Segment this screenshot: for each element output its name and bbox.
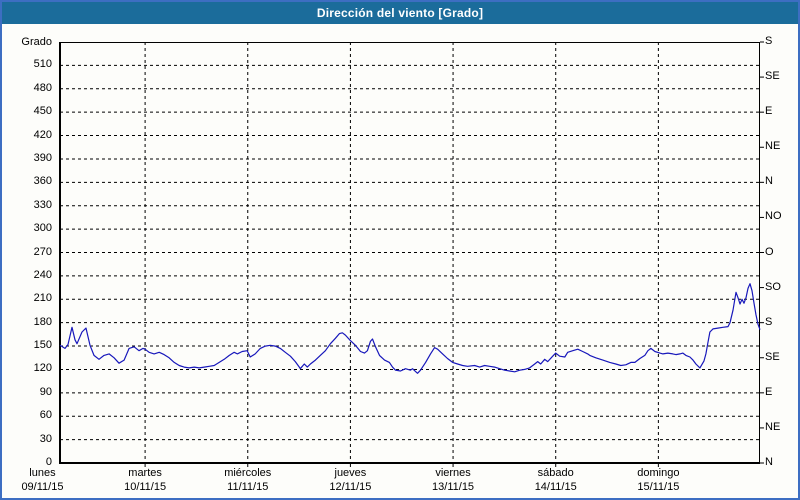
x-axis-weekday: martes (128, 467, 162, 479)
x-axis-date: 15/11/15 (637, 481, 680, 493)
y-axis-left-tick-label: 90 (39, 385, 52, 398)
x-axis-weekday: miércoles (224, 467, 272, 479)
y-axis-left-tick-label: 330 (33, 198, 52, 211)
x-axis-date: 09/11/15 (21, 481, 64, 493)
chart-title-bar: Dirección del viento [Grado] (2, 2, 798, 24)
x-axis-day-label: miércoles 11/11/15 (203, 466, 293, 494)
y-axis-left-tick-label: 180 (33, 315, 52, 328)
y-axis-left-tick-label: 450 (33, 105, 52, 118)
x-axis-day-label: viernes 13/11/15 (408, 466, 498, 494)
y-axis-right-tick-label: N (765, 175, 773, 188)
y-axis-left-tick-label: 420 (33, 128, 52, 141)
y-axis-right-tick-label: S (765, 35, 773, 47)
x-axis-day-label: domingo 15/11/15 (613, 466, 703, 494)
y-axis-left-tick-label: 150 (33, 339, 52, 352)
y-axis-right-tick-label: NE (765, 140, 781, 153)
x-axis-weekday: jueves (334, 467, 367, 479)
y-axis-left-tick-label: 270 (33, 245, 52, 258)
y-axis-right-tick-label: E (765, 105, 773, 118)
wind-direction-series-line (59, 283, 761, 374)
x-axis-weekday: sábado (537, 467, 574, 479)
y-axis-right-tick-label: SE (765, 350, 780, 363)
y-axis-right-tick-label: S (765, 315, 773, 328)
y-axis-left-tick-label: 240 (33, 268, 52, 281)
x-axis-weekday: lunes (29, 467, 56, 479)
x-axis-date: 11/11/15 (227, 481, 269, 493)
y-axis-left-tick-label: 510 (33, 58, 52, 71)
x-axis-date: 10/11/15 (124, 481, 167, 493)
y-axis-right-tick-label: SO (765, 280, 781, 293)
x-axis-day-label: lunes 09/11/15 (2, 466, 87, 494)
y-axis-left-tick-label: 300 (33, 222, 52, 235)
y-axis-right-tick-label: N (765, 456, 773, 468)
y-axis-right-tick-label: NE (765, 420, 781, 433)
y-axis-left-tick-label: 60 (39, 409, 52, 422)
y-axis-left-tick-label: 390 (33, 151, 52, 164)
y-axis-left-tick-label: 210 (33, 292, 52, 305)
x-axis-weekday: viernes (435, 467, 471, 479)
x-axis-date: 12/11/15 (329, 481, 372, 493)
y-axis-left-tick-label: 120 (33, 362, 52, 375)
x-axis-date: 13/11/15 (432, 481, 475, 493)
y-axis-left-tick-label: 480 (33, 81, 52, 94)
x-axis-day-label: jueves 12/11/15 (305, 466, 395, 494)
x-axis-weekday: domingo (637, 467, 680, 479)
x-axis-day-label: sábado 14/11/15 (511, 466, 601, 494)
chart-title: Dirección del viento [Grado] (316, 6, 484, 20)
x-axis-date: 14/11/15 (534, 481, 577, 493)
y-axis-right-tick-label: NO (765, 210, 782, 223)
y-axis-right-tick-label: SE (765, 70, 780, 83)
y-axis-unit-label: Grado (21, 36, 52, 48)
y-axis-left-tick-label: 0 (45, 456, 52, 468)
x-axis-day-label: martes 10/11/15 (100, 466, 190, 494)
y-axis-left-tick-label: 360 (33, 175, 52, 188)
y-axis-right-tick-label: O (765, 245, 774, 258)
y-axis-right-tick-label: E (765, 385, 773, 398)
y-axis-left-tick-label: 30 (39, 432, 52, 445)
